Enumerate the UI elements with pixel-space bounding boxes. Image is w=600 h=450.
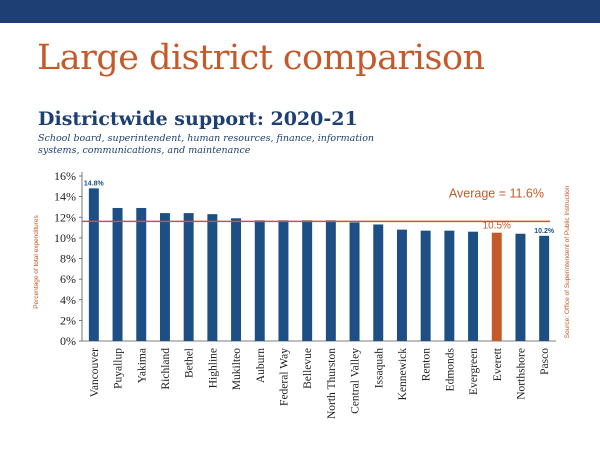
x-tick-label: Federal Way [278, 348, 290, 406]
x-tick-label: Evergreen [468, 348, 480, 395]
x-tick-label: Yakima [136, 348, 148, 383]
y-tick-label: 10% [54, 231, 76, 245]
bar [278, 220, 289, 341]
x-tick-label: Kennewick [397, 348, 409, 401]
y-tick-label: 8% [60, 252, 76, 266]
x-tick-label: Vancouver [89, 348, 101, 397]
x-tick-label: North Thurston [326, 348, 338, 419]
bar [325, 220, 336, 341]
x-tick-label: Bellevue [302, 348, 314, 389]
x-tick-label: Mukilteo [231, 348, 243, 390]
bar-highlight [491, 232, 502, 341]
bar [539, 235, 550, 341]
bar [231, 218, 242, 341]
bar [254, 220, 265, 341]
y-tick-label: 2% [60, 313, 76, 327]
x-tick-label: Edmonds [444, 347, 456, 391]
x-tick-label: Bethel [184, 348, 196, 378]
bar [444, 230, 455, 341]
bar [159, 213, 170, 341]
chart-title: Districtwide support: 2020-21 [38, 108, 358, 130]
bar [207, 214, 218, 341]
bar [515, 233, 526, 341]
chart-subtitle: School board, superintendent, human reso… [38, 133, 375, 156]
x-tick-label: Everett [492, 347, 504, 381]
bar [349, 222, 360, 341]
bar [302, 220, 313, 341]
x-tick-label: Central Valley [350, 348, 362, 414]
y-tick-label: 16% [54, 169, 76, 183]
data-label: 10.5% [483, 221, 511, 232]
y-tick-label: 14% [54, 190, 76, 204]
bar [373, 224, 384, 341]
x-tick-label: Richland [160, 348, 172, 390]
y-tick-label: 0% [60, 334, 76, 348]
x-tick-label: Puyallup [113, 348, 125, 389]
x-tick-label: Auburn [255, 348, 267, 383]
y-tick-label: 4% [60, 293, 76, 307]
y-tick-label: 6% [60, 272, 76, 286]
bar [183, 213, 194, 341]
x-tick-label: Renton [421, 348, 433, 381]
source-note: Source: Office of Superintendent of Publ… [564, 185, 571, 338]
data-label: 14.8% [84, 180, 105, 187]
y-tick-label: 12% [54, 210, 76, 224]
bar [136, 207, 147, 341]
bar [88, 188, 99, 341]
x-tick-label: Issaquah [373, 348, 385, 388]
x-tick-label: Highline [207, 348, 219, 388]
x-tick-label: Pasco [539, 348, 551, 375]
x-tick-label: Northshore [515, 348, 527, 400]
average-label: Average = 11.6% [449, 186, 544, 200]
y-axis-label: Percentage of total expenditures [33, 214, 40, 308]
bar [468, 231, 479, 341]
top-banner [0, 0, 600, 23]
bar [112, 207, 123, 341]
bar [396, 229, 407, 341]
bar [420, 230, 431, 341]
slide-title: Large district comparison [37, 38, 485, 78]
data-label: 10.2% [534, 228, 555, 235]
